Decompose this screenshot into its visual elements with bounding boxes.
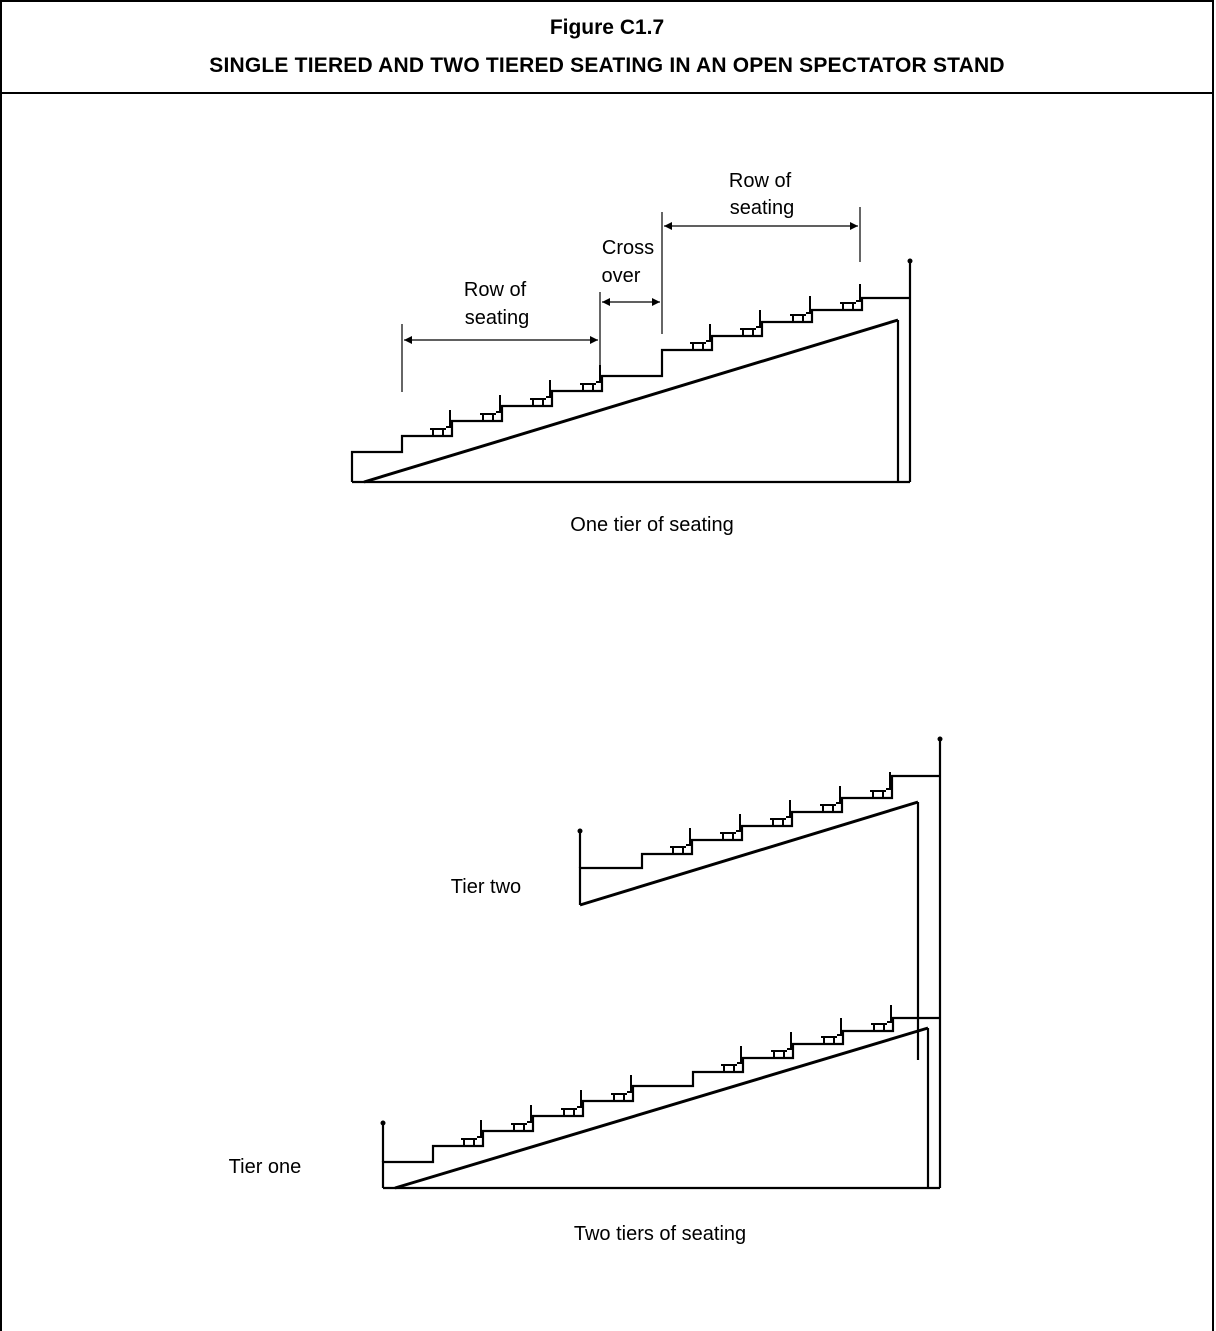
tier-two-label: Tier two [451, 876, 521, 898]
seat-icon [770, 800, 791, 826]
cross-over-label-line1: Cross [602, 237, 654, 259]
single-tier-stand [350, 262, 912, 484]
tier-one-label: Tier one [229, 1156, 302, 1178]
seat-icon [580, 365, 601, 391]
seat-icon [611, 1075, 632, 1101]
single-tier-seats [430, 284, 861, 436]
seat-icon [871, 1005, 892, 1031]
seat-icon [870, 772, 891, 798]
seat-icon [511, 1105, 532, 1131]
seat-icon [670, 828, 691, 854]
seat-icon [461, 1120, 482, 1146]
row-of-seating-left-label-line2: seating [465, 307, 530, 329]
tier-one-seats [461, 1005, 892, 1146]
seat-icon [840, 284, 861, 310]
seat-icon [480, 395, 501, 421]
figure-header: Figure C1.7 SINGLE TIERED AND TWO TIERED… [2, 2, 1212, 94]
two-tier-rail-post-top [937, 736, 943, 742]
row-of-seating-right-label-line1: Row of [729, 170, 792, 192]
seat-icon [430, 410, 451, 436]
seat-icon [561, 1090, 582, 1116]
seat-icon [771, 1032, 792, 1058]
row-of-seating-left-label-line1: Row of [464, 279, 527, 301]
tier-two-rail-post [577, 828, 583, 834]
seat-icon [720, 814, 741, 840]
figure-number: Figure C1.7 [549, 16, 665, 39]
seat-icon [820, 786, 841, 812]
seat-icon [530, 380, 551, 406]
tier-one-stand [381, 740, 942, 1190]
two-tiers-caption: Two tiers of seating [574, 1223, 746, 1245]
single-tier-dimensions [401, 207, 861, 392]
seat-icon [690, 324, 711, 350]
seat-icon [721, 1046, 742, 1072]
one-tier-caption: One tier of seating [570, 514, 733, 536]
seat-icon [740, 310, 761, 336]
cross-over-label-line2: over [602, 265, 641, 287]
row-of-seating-right-label-line2: seating [730, 197, 795, 219]
figure-title: SINGLE TIERED AND TWO TIERED SEATING IN … [209, 54, 1005, 77]
seat-icon [790, 296, 811, 322]
tier-two-seats [670, 772, 891, 854]
seat-icon [821, 1018, 842, 1044]
tier-one-rail-post [380, 1120, 386, 1126]
rail-post-top [907, 258, 913, 264]
tier-two-stand [578, 774, 940, 1060]
